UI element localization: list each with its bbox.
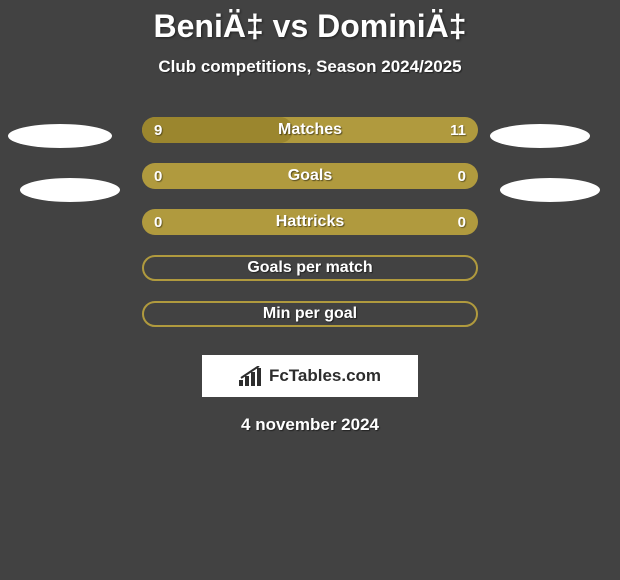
stat-bar: Min per goal	[142, 301, 478, 327]
stat-right-value: 11	[450, 122, 466, 139]
stat-bar-fill	[142, 117, 293, 143]
stat-left-value: 9	[154, 122, 162, 139]
stat-bar: 0 Goals 0	[142, 163, 478, 189]
stat-left-value: 0	[154, 214, 162, 231]
stat-row: Goals per match	[0, 245, 620, 291]
page-title: BeniÄ‡ vs DominiÄ‡	[0, 0, 620, 45]
stat-label: Min per goal	[263, 305, 357, 323]
stat-left-value: 0	[154, 168, 162, 185]
footer-logo-text: FcTables.com	[269, 366, 381, 386]
chart-container: BeniÄ‡ vs DominiÄ‡ Club competitions, Se…	[0, 0, 620, 580]
stat-row: Min per goal	[0, 291, 620, 337]
stat-label: Goals	[288, 167, 332, 185]
chart-icon	[239, 366, 263, 386]
stats-area: 9 Matches 11 0 Goals 0 0 Hattricks 0 Goals per ma…	[0, 107, 620, 337]
stat-row: 9 Matches 11	[0, 107, 620, 153]
footer-logo: FcTables.com	[202, 355, 418, 397]
stat-bar: 9 Matches 11	[142, 117, 478, 143]
stat-right-value: 0	[458, 168, 466, 185]
stat-label: Hattricks	[276, 213, 344, 231]
stat-label: Goals per match	[247, 259, 372, 277]
stat-right-value: 0	[458, 214, 466, 231]
stat-bar: Goals per match	[142, 255, 478, 281]
page-subtitle: Club competitions, Season 2024/2025	[0, 57, 620, 77]
stat-row: 0 Hattricks 0	[0, 199, 620, 245]
stat-label: Matches	[278, 121, 342, 139]
footer-date: 4 november 2024	[0, 415, 620, 435]
stat-row: 0 Goals 0	[0, 153, 620, 199]
stat-bar: 0 Hattricks 0	[142, 209, 478, 235]
